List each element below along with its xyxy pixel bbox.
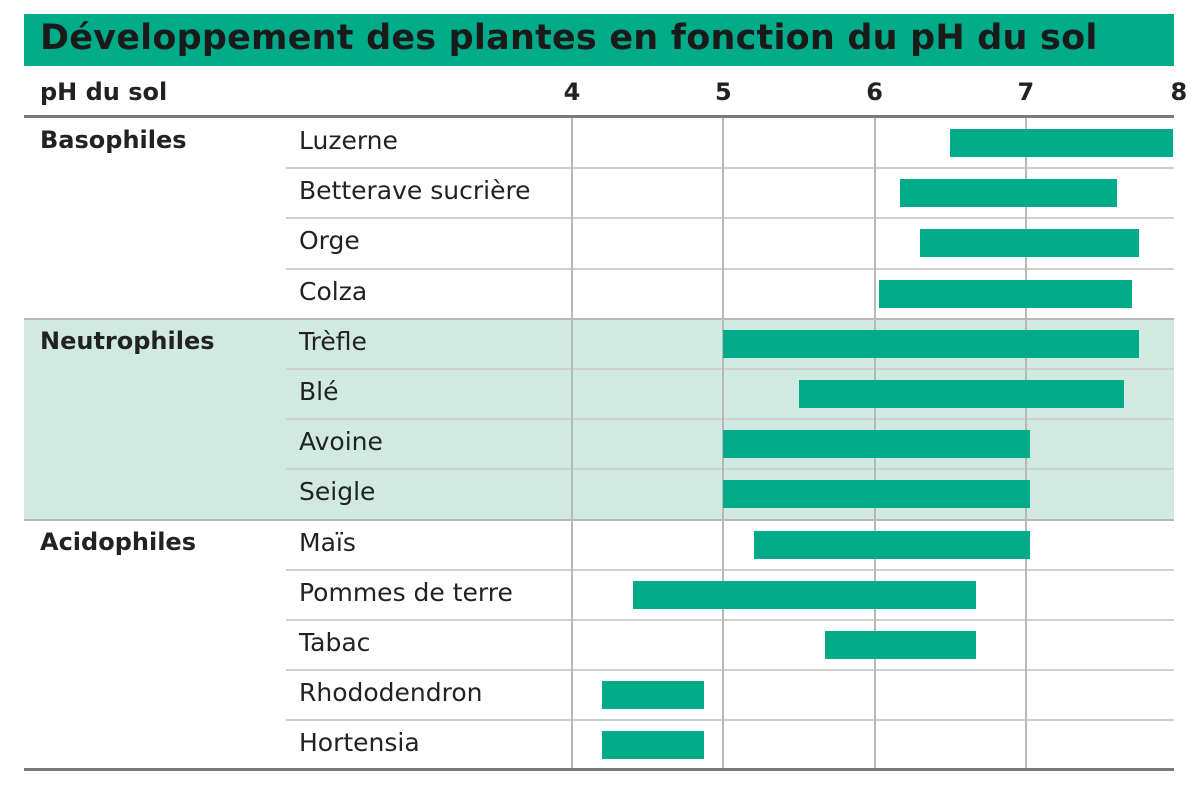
range-bar — [919, 229, 1140, 258]
row-divider — [286, 719, 1174, 722]
range-bar — [723, 480, 1031, 509]
row-divider — [286, 418, 1174, 421]
range-bar — [879, 279, 1132, 308]
x-tick-8: 8 — [1170, 78, 1188, 106]
x-tick-4: 4 — [563, 78, 581, 106]
row-divider — [286, 468, 1174, 471]
group-label-basophiles: Basophiles — [40, 126, 187, 154]
row-divider — [286, 669, 1174, 672]
plant-label: Trèfle — [299, 326, 367, 356]
range-bar — [632, 580, 976, 609]
range-bar — [602, 681, 704, 710]
plant-label: Maïs — [299, 527, 356, 557]
plant-label: Hortensia — [299, 728, 420, 758]
plant-label: Avoine — [299, 427, 383, 457]
group-label-neutrophiles: Neutrophiles — [40, 326, 215, 355]
range-bar — [824, 631, 976, 659]
plant-label: Rhododendron — [299, 678, 483, 708]
chart-title: Développement des plantes en fonction du… — [40, 18, 1098, 58]
range-bar — [723, 329, 1140, 358]
plant-label: Colza — [299, 276, 368, 306]
range-bar — [753, 530, 1031, 559]
gridline-ph-4 — [571, 118, 573, 770]
range-bar — [950, 129, 1173, 157]
group-label-acidophiles: Acidophiles — [40, 527, 196, 556]
plant-label: Betterave sucrière — [299, 176, 531, 206]
x-tick-7: 7 — [1017, 78, 1035, 106]
range-bar — [723, 430, 1031, 459]
plant-label: Pommes de terre — [299, 577, 513, 607]
x-tick-5: 5 — [714, 78, 732, 106]
plant-label: Tabac — [299, 628, 371, 657]
row-divider — [286, 217, 1174, 220]
plant-label: Luzerne — [299, 126, 398, 155]
row-divider — [286, 167, 1174, 170]
plant-label: Seigle — [299, 477, 376, 507]
title-bar: Développement des plantes en fonction du… — [24, 14, 1174, 66]
range-bar — [900, 179, 1117, 208]
axis-bottom-line — [24, 768, 1174, 771]
range-bar — [798, 380, 1125, 408]
row-divider — [286, 267, 1174, 270]
plant-label: Blé — [299, 377, 339, 406]
row-divider — [24, 518, 1174, 521]
x-tick-6: 6 — [866, 78, 883, 106]
axis-top-line — [24, 115, 1174, 118]
row-divider — [286, 568, 1174, 571]
row-divider — [286, 368, 1174, 370]
range-bar — [602, 731, 704, 760]
plant-label: Orge — [299, 226, 360, 256]
x-axis-label: pH du sol — [40, 78, 168, 106]
row-divider — [24, 317, 1174, 320]
row-divider — [286, 619, 1174, 621]
